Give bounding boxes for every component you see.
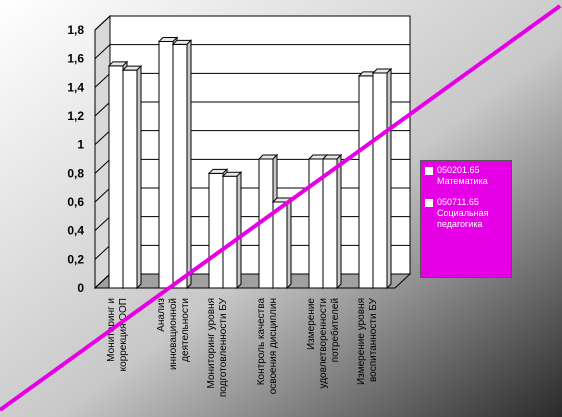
category-label-line: деятельности — [180, 298, 191, 362]
category-label-line: потребителей — [329, 298, 341, 362]
bar-side — [236, 170, 242, 290]
bar-side — [186, 39, 192, 290]
legend: 050201.65 Математика 050711.65 Социальна… — [420, 160, 512, 278]
bar-side — [286, 196, 292, 290]
bar-face — [122, 69, 138, 289]
legend-swatch-icon — [425, 167, 433, 175]
y-tick-label: 0,4 — [67, 224, 84, 238]
category-label-line: Контроль качества — [256, 298, 267, 386]
bar-face — [172, 43, 188, 289]
bar-1-1 — [171, 39, 193, 290]
bar-2-1 — [221, 170, 243, 290]
bar-face — [372, 72, 388, 289]
category-label-4: Измерениеудовлетворенностипотребителей — [306, 298, 341, 389]
y-tick-label: 1,4 — [67, 80, 84, 94]
gridline — [94, 15, 410, 31]
bar-3-1 — [271, 196, 293, 290]
y-tick-label: 1,2 — [67, 109, 84, 123]
category-label-line: Измерение — [306, 298, 317, 350]
legend-item-series-1: 050201.65 Математика — [425, 165, 507, 187]
y-tick-label: 0,8 — [67, 166, 84, 180]
y-tick-label: 0,6 — [67, 195, 84, 209]
y-tick-label: 1 — [77, 138, 84, 152]
category-label-line: подготовленности БУ — [218, 297, 229, 397]
legend-label-series-2: 050711.65 Социальная педагогика — [437, 197, 489, 229]
bars — [107, 36, 393, 290]
bar-face — [158, 40, 174, 289]
bar-4-1 — [321, 153, 343, 290]
x-axis-categories: Мониторинг икоррекция ООП Анализинновацио… — [106, 297, 379, 397]
category-label-1: Анализинновационнойдеятельности — [156, 298, 191, 370]
y-tick-label: 0,2 — [67, 252, 84, 266]
category-label-line: Измерение уровня — [356, 298, 367, 385]
category-label-line: удовлетворенности — [318, 298, 329, 388]
category-label-line: освоения дисциплин — [268, 298, 279, 394]
legend-item-series-2: 050711.65 Социальная педагогика — [425, 197, 507, 230]
bar-side — [136, 64, 142, 290]
category-label-3: Контроль качестваосвоения дисциплин — [256, 298, 279, 395]
legend-swatch-icon — [425, 199, 433, 207]
bar-face — [322, 158, 338, 289]
category-label-0: Мониторинг икоррекция ООП — [106, 298, 129, 371]
y-axis-ticks: 0 0,2 0,4 0,6 0,8 1 1,2 1,4 1,6 1,8 — [67, 23, 84, 295]
bar-side — [336, 153, 342, 290]
gridline — [94, 44, 410, 60]
legend-label-series-1: 050201.65 Математика — [437, 165, 488, 186]
bar-0-1 — [121, 64, 143, 290]
category-label-line: воспитанности БУ — [368, 297, 379, 382]
category-label-2: Мониторинг уровняподготовленности БУ — [206, 297, 229, 397]
category-label-line: Анализ — [156, 298, 167, 332]
bar-face — [272, 201, 288, 289]
category-label-line: коррекция ООП — [118, 298, 129, 371]
category-label-line: инновационной — [168, 298, 179, 370]
bar-face — [108, 65, 124, 289]
bar-face — [208, 172, 224, 289]
bar-face — [358, 75, 374, 289]
y-tick-label: 1,8 — [67, 23, 84, 37]
bar-face — [222, 175, 238, 289]
y-tick-label: 0 — [77, 281, 84, 295]
bar-side — [386, 67, 392, 290]
bar-5-1 — [371, 67, 393, 290]
y-tick-label: 1,6 — [67, 52, 84, 66]
category-label-line: Мониторинг уровня — [206, 298, 217, 389]
category-label-5: Измерение уровнявоспитанности БУ — [356, 297, 379, 385]
overlay-diagonal-line — [0, 4, 562, 412]
